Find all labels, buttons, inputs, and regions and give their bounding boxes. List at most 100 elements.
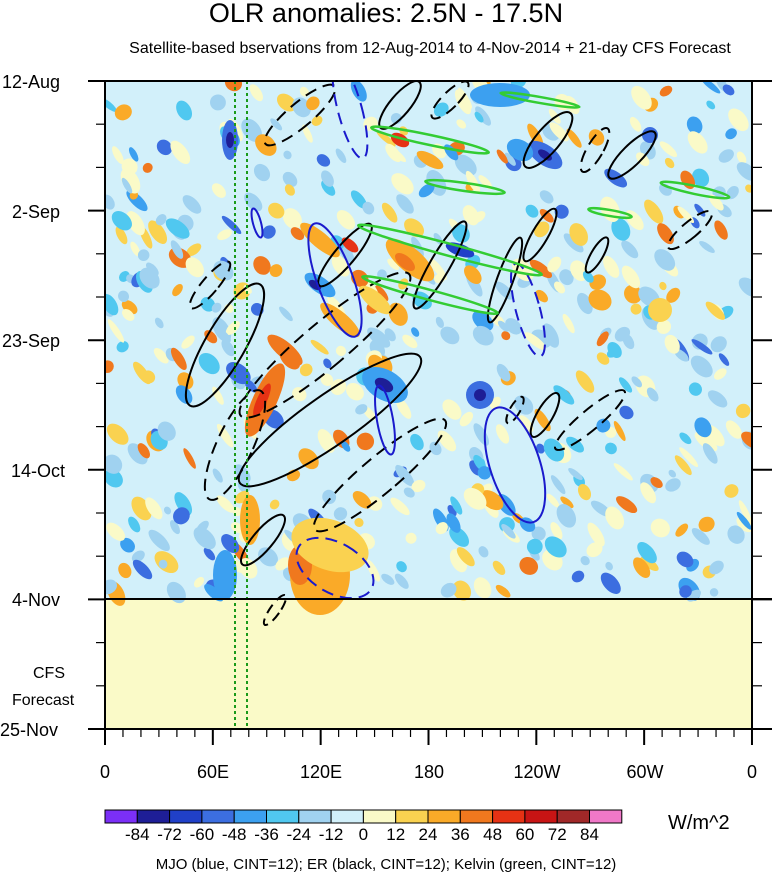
colorbar-swatch — [395, 809, 429, 824]
anomaly-patch — [170, 140, 191, 165]
anomaly-patch — [198, 352, 220, 375]
anomaly-patch — [543, 438, 565, 462]
anomaly-patch — [501, 331, 511, 341]
anomaly-patch — [465, 170, 481, 194]
er-contours — [184, 81, 714, 627]
x-tick-label: 60E — [197, 762, 229, 782]
anomaly-patch — [275, 557, 290, 571]
colorbar-swatch — [556, 809, 591, 824]
anomaly-patch — [539, 190, 554, 204]
anomaly-patch — [526, 538, 543, 555]
anomaly-patch — [535, 289, 548, 303]
mjo-contour — [295, 536, 375, 600]
anomaly-patch — [132, 559, 153, 580]
anomaly-patch — [225, 321, 240, 336]
anomaly-patch — [226, 362, 251, 385]
colorbar-label: 36 — [451, 825, 470, 844]
anomaly-patch — [525, 204, 539, 218]
anomaly-patch — [724, 484, 739, 498]
colorbar-swatch — [362, 809, 397, 824]
legend-footer: MJO (blue, CINT=12); ER (black, CINT=12)… — [155, 856, 617, 873]
anomaly-patch — [356, 432, 375, 451]
anomaly-patch — [539, 208, 554, 223]
anomaly-patch — [566, 436, 584, 453]
anomaly-patch — [452, 580, 472, 601]
y-tick-label: 14-Oct — [11, 461, 65, 481]
er-contour — [486, 236, 524, 324]
anomaly-patch — [633, 557, 651, 578]
er-contour — [607, 130, 657, 180]
colorbar-labels: -84 -72 -60 -48 -36 -24 -12 0 12 24 36 48 60 72 84 — [125, 825, 599, 844]
colorbar-label: 0 — [359, 825, 368, 844]
x-tick-label: 120E — [300, 762, 342, 782]
anomaly-patch — [142, 162, 153, 173]
anomaly-patch — [529, 259, 553, 279]
anomaly-patch — [156, 139, 173, 156]
anomaly-patch — [204, 583, 224, 602]
anomaly-patch — [341, 440, 351, 452]
forecast-label-line2: Forecast — [12, 692, 75, 709]
anomaly-patch — [514, 395, 534, 415]
er-contour — [203, 389, 267, 501]
anomaly-patch — [656, 319, 672, 334]
anomaly-patch — [679, 432, 692, 445]
colorbar — [104, 809, 623, 824]
anomaly-patch — [121, 177, 133, 194]
anomaly-patch — [495, 281, 514, 300]
forecast-region — [105, 599, 752, 729]
anomaly-patch — [714, 220, 728, 240]
colorbar-label: -60 — [190, 825, 215, 844]
kelvin-contour — [587, 206, 633, 220]
anomaly-patch — [126, 211, 145, 236]
anomaly-patch — [546, 493, 560, 508]
anomaly-patch — [216, 423, 234, 448]
anomaly-patch — [440, 582, 457, 598]
anomaly-patch — [728, 108, 749, 132]
anomaly-patch — [534, 221, 550, 238]
y-tick-label: 12-Aug — [2, 72, 60, 92]
anomaly-patch — [550, 522, 563, 540]
anomaly-patch — [691, 339, 713, 355]
anomaly-patch — [186, 243, 202, 257]
anomaly-patch — [505, 318, 522, 335]
anomaly-patch — [270, 118, 283, 131]
kelvin-contour — [659, 180, 731, 200]
anomaly-patch — [121, 158, 138, 175]
anomaly-patch — [213, 550, 237, 600]
anomaly-patch — [221, 339, 235, 357]
anomaly-patch — [376, 130, 396, 147]
anomaly-patch — [506, 138, 534, 162]
anomaly-patch — [170, 347, 187, 370]
anomaly-patch — [614, 326, 631, 342]
anomaly-patch — [544, 536, 567, 558]
kelvin-contours — [356, 91, 731, 316]
anomaly-patch — [331, 255, 350, 277]
anomaly-patch — [679, 585, 692, 598]
anomaly-patch — [699, 240, 715, 253]
anomaly-patch — [666, 287, 681, 303]
anomaly-patch — [631, 376, 643, 388]
anomaly-patch — [580, 556, 590, 566]
y-tick-label: 4-Nov — [12, 590, 60, 610]
anomaly-patch — [211, 302, 222, 313]
anomaly-patch — [212, 468, 223, 483]
anomaly-patch — [165, 218, 190, 239]
anomaly-patch — [176, 100, 193, 121]
er-contour — [262, 593, 288, 627]
anomaly-patch — [258, 547, 278, 567]
anomaly-patch — [648, 298, 672, 322]
anomaly-patch — [542, 323, 560, 348]
anomaly-patch — [105, 469, 123, 488]
anomaly-patch — [175, 385, 193, 405]
mjo-contour — [483, 406, 547, 524]
anomaly-patch — [738, 500, 752, 524]
anomaly-patch — [710, 336, 727, 353]
anomaly-patch — [605, 561, 613, 571]
anomaly-patch — [405, 532, 417, 544]
axis-ticks — [88, 80, 772, 745]
colorbar-label: -72 — [157, 825, 182, 844]
colorbar-label: -12 — [319, 825, 344, 844]
anomaly-patch — [335, 345, 347, 357]
anomaly-patch — [688, 382, 702, 396]
